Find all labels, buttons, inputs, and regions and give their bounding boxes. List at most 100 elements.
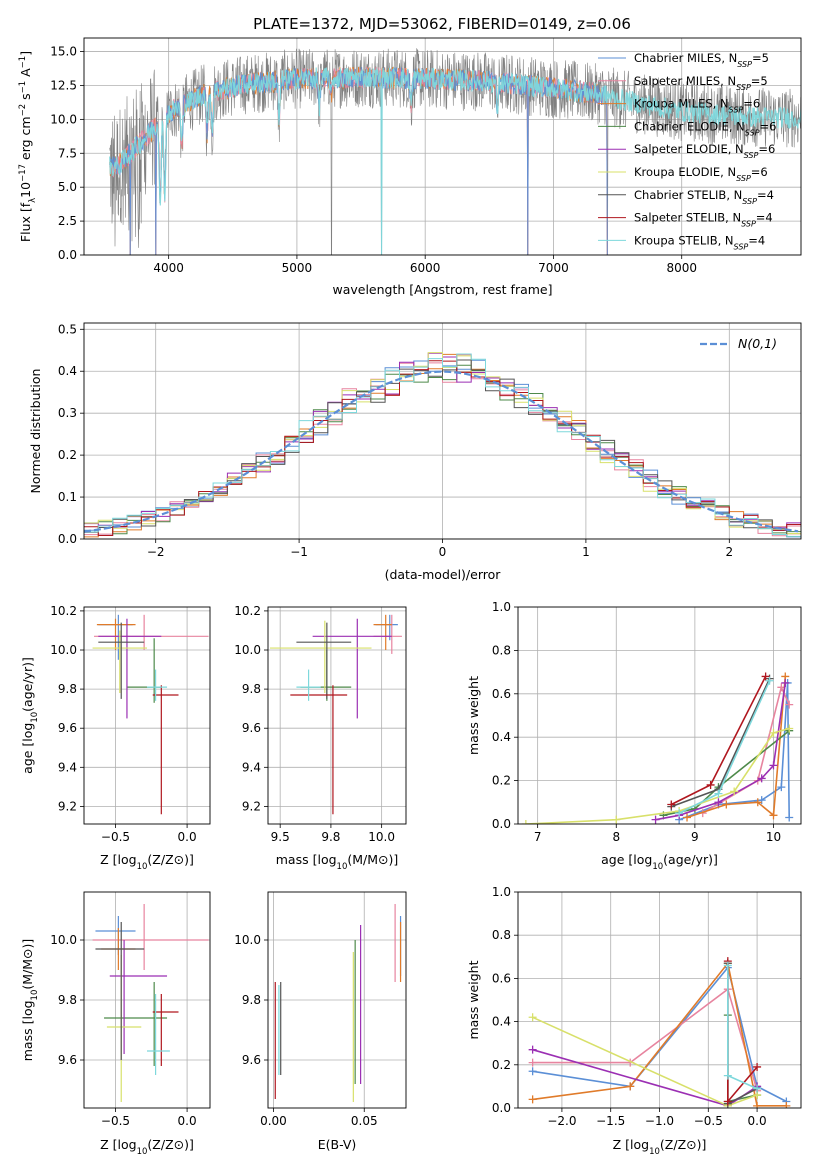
weight-point-marker	[714, 798, 723, 807]
residuals-ylabel: Normed distribution	[28, 369, 43, 494]
mass-vs-z-xlabel-part: (Z/Z⊙)]	[147, 1137, 193, 1152]
age-vs-z-ylabel-part: log	[20, 723, 35, 742]
residuals-xtick-label: −2	[147, 545, 165, 559]
age-vs-mass-frame	[267, 606, 407, 825]
age-vs-mass-xlabel-part: 10	[337, 862, 348, 872]
weight-point-marker	[769, 811, 778, 820]
weight-vs-z-grid	[518, 892, 801, 1108]
spectrum-ytick-label: 10.0	[50, 112, 77, 126]
weight-point-marker	[730, 787, 739, 796]
age-vs-z-ylabel-part: (age/yr)]	[20, 657, 35, 712]
weight-point-marker	[714, 789, 723, 798]
weight-point-marker	[781, 678, 790, 687]
legend-label-part: =4	[757, 188, 774, 202]
mass-vs-ebv-xtick-label: 0.05	[351, 1114, 378, 1128]
spectrum-model-line	[109, 66, 801, 255]
weight-vs-z-ytick-label: 0.6	[492, 971, 511, 985]
mass-vs-z-ticks: −0.5 0.0 9.6 9.8 10.0	[50, 933, 196, 1128]
mass-vs-ebv-xlabel: E(B-V)	[318, 1137, 357, 1152]
legend-label-part: Salpeter ELODIE, N	[634, 142, 744, 156]
weight-vs-age-ytick-label: 0.8	[492, 643, 511, 657]
weight-point-marker	[785, 724, 794, 733]
weight-vs-age-plot-area	[518, 607, 801, 824]
weight-point-marker	[528, 1095, 537, 1104]
weight-vs-z-ticks: −2.0 −1.5 −1.0 −0.5 0.0 0.0 0.2 0.4 0.6 0.8 1.0	[492, 885, 767, 1128]
legend-label-part: Salpeter STELIB, N	[634, 211, 741, 225]
residuals-ytick-label: 0.5	[58, 322, 77, 336]
age-vs-mass-ytick-label: 9.2	[242, 799, 261, 813]
age-vs-mass-plot-area	[268, 607, 406, 824]
residuals-xtick-label: 2	[725, 545, 733, 559]
spectrum-xtick-label: 7000	[538, 261, 569, 275]
weight-vs-z-xlabel: Z [log10(Z/Z⊙)]	[613, 1137, 707, 1157]
legend-label-part: SSP	[736, 174, 751, 183]
weight-vs-age-xtick-label: 7	[534, 830, 542, 844]
age-vs-mass-xlabel: mass [log10(M/M⊙)]	[276, 852, 399, 872]
legend-label-part: SSP	[729, 105, 744, 114]
weight-point-marker	[722, 800, 731, 809]
legend-label-part: SSP	[744, 151, 759, 160]
weight-vs-age-ytick-label: 0.2	[492, 774, 511, 788]
age-vs-mass-ytick-label: 9.8	[242, 682, 261, 696]
residuals-ticks: −2 −1 0 1 2 0.0 0.1 0.2 0.3 0.4 0.5	[58, 322, 733, 559]
legend-label-part: SSP	[745, 128, 760, 137]
spectrum-ylabel: Flux [fλ10−17 erg cm−2 s−1 A−1]	[18, 51, 38, 242]
weight-vs-z-xlabel-part: (Z/Z⊙)]	[660, 1137, 706, 1152]
age-vs-z-ylabel-part: 10	[30, 712, 40, 723]
weight-vs-z-frame	[517, 891, 802, 1109]
weight-vs-age-xlabel-part: age [	[601, 852, 633, 867]
spectrum-ytick-label: 7.5	[58, 146, 77, 160]
weight-point-marker	[528, 1058, 537, 1067]
age-vs-mass-xtick-label: 9.5	[271, 830, 290, 844]
mass-vs-ebv-ticks: 0.00 0.05 9.6 9.8 10.0	[234, 933, 377, 1128]
age-vs-z-ytick-label: 10.0	[50, 643, 77, 657]
residuals-ytick-label: 0.2	[58, 448, 77, 462]
spectrum-plot-area	[84, 38, 801, 255]
residuals-ytick-label: 0.0	[58, 532, 77, 546]
weight-point-marker	[753, 1062, 762, 1071]
figure-title: PLATE=1372, MJD=53062, FIBERID=0149, z=0…	[253, 15, 631, 33]
weight-point-marker	[723, 961, 732, 970]
weight-point-marker	[528, 1045, 537, 1054]
age-vs-z-ylabel: age [log10(age/yr)]	[20, 657, 40, 774]
weight-point-marker	[723, 1071, 732, 1080]
spectrum-ytick-label: 0.0	[58, 248, 77, 262]
legend-label: Salpeter ELODIE, NSSP=6	[634, 142, 775, 160]
weight-vs-z-ytick-label: 0.0	[492, 1101, 511, 1115]
legend-label-part: =5	[751, 74, 768, 88]
weight-point-marker	[651, 815, 660, 824]
age-vs-z-xtick-label: −0.5	[101, 830, 130, 844]
age-vs-mass-xtick-label: 9.8	[321, 830, 340, 844]
weight-point-marker	[785, 813, 794, 822]
weight-point-marker	[782, 1101, 791, 1108]
weight-series-line	[525, 727, 790, 824]
spectrum-ylabel-part: −1	[18, 56, 28, 69]
spectrum-ylabel-part: 10	[18, 182, 33, 198]
legend-label: Salpeter STELIB, NSSP=4	[634, 211, 773, 229]
weight-point-marker	[777, 783, 786, 792]
legend-label-part: SSP	[742, 196, 757, 205]
weight-vs-z-ytick-label: 0.8	[492, 928, 511, 942]
weight-vs-z-panel: −2.0 −1.5 −1.0 −0.5 0.0 0.0 0.2 0.4 0.6 0.8 1.0 Z […	[466, 885, 802, 1157]
residuals-ytick-label: 0.3	[58, 406, 77, 420]
age-vs-z-ytick-label: 9.8	[58, 682, 77, 696]
legend-label-part: Salpeter MILES, N	[634, 74, 736, 88]
weight-point-marker	[753, 798, 762, 807]
weight-series-line	[655, 682, 787, 821]
weight-point-marker	[753, 1084, 762, 1093]
weight-point-marker	[765, 676, 774, 685]
mass-vs-z-ylabel-part: mass [	[20, 1020, 35, 1062]
age-vs-mass-ytick-label: 10.2	[234, 604, 261, 618]
weight-point-marker	[675, 809, 684, 818]
mass-vs-z-xtick-label: 0.0	[178, 1114, 197, 1128]
normal-legend-label: N(0,1)	[738, 336, 777, 351]
legend-label-part: =4	[756, 211, 773, 225]
mass-vs-z-xlabel-part: 10	[137, 1147, 148, 1157]
weight-vs-age-ytick-label: 0.0	[492, 817, 511, 831]
mass-vs-z-ylabel-part: log	[20, 1000, 35, 1019]
mass-vs-ebv-panel: 0.00 0.05 9.6 9.8 10.0 E(B-V)	[234, 891, 407, 1152]
age-vs-z-ticks: −0.5 0.0 9.2 9.4 9.6 9.8 10.0 10.2	[50, 604, 196, 844]
